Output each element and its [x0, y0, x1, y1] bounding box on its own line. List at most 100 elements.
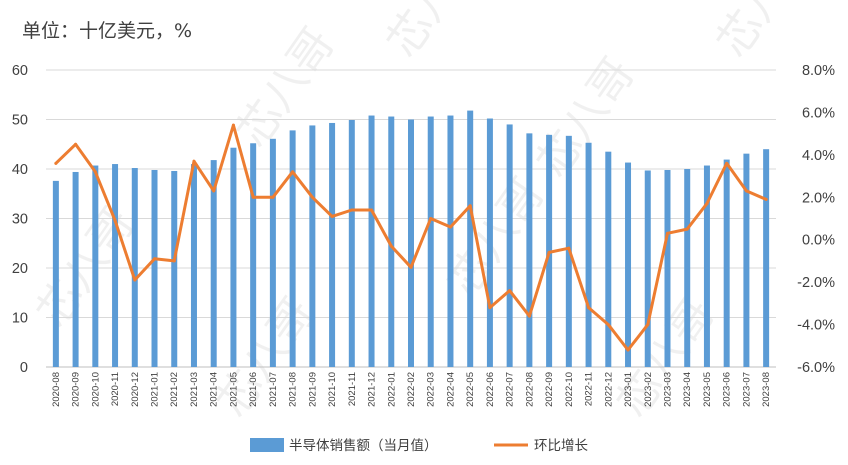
growth-point	[153, 257, 157, 261]
bar	[112, 164, 119, 367]
x-tick-label: 2021-01	[150, 372, 161, 407]
bar	[486, 118, 493, 367]
bar	[743, 153, 750, 367]
bar	[388, 116, 395, 367]
x-tick-label: 2021-11	[347, 372, 358, 406]
x-tick-label: 2022-12	[603, 372, 614, 407]
growth-point	[626, 348, 630, 352]
line-series	[54, 123, 768, 352]
x-tick-label: 2021-06	[248, 372, 259, 407]
bar-series	[52, 110, 770, 368]
x-axis: 2020-08 2020-09 2020-10 2020-11 2020-12 2021-…	[51, 372, 772, 407]
right-tick-label: -2.0%	[797, 275, 835, 291]
right-tick-label: -6.0%	[797, 360, 835, 376]
bar	[703, 165, 710, 367]
growth-point	[468, 204, 472, 208]
x-tick-label: 2021-05	[228, 372, 239, 407]
unit-title: 单位：十亿美元，%	[22, 20, 192, 42]
growth-point	[764, 197, 768, 201]
x-tick-label: 2022-03	[426, 372, 437, 407]
bar	[625, 162, 632, 367]
bar	[131, 168, 138, 367]
legend-label-line: 环比增长	[534, 438, 588, 454]
watermark-text: 芯八哥	[707, 0, 824, 66]
growth-point	[330, 214, 334, 218]
right-tick-label: 4.0%	[802, 148, 835, 164]
growth-point	[231, 123, 235, 127]
growth-point	[705, 202, 709, 206]
x-tick-label: 2020-11	[110, 372, 121, 406]
growth-point	[310, 195, 314, 199]
x-tick-label: 2021-08	[288, 372, 299, 407]
growth-point	[212, 189, 216, 193]
bar	[329, 122, 336, 367]
x-tick-label: 2022-06	[485, 372, 496, 407]
x-tick-label: 2023-01	[623, 372, 634, 407]
growth-point	[291, 170, 295, 174]
growth-point	[665, 231, 669, 235]
x-tick-label: 2022-10	[564, 372, 575, 407]
growth-point	[93, 170, 97, 174]
x-tick-label: 2023-08	[761, 372, 772, 407]
growth-point	[271, 195, 275, 199]
bar	[250, 143, 257, 367]
x-tick-label: 2020-08	[51, 372, 62, 407]
bar	[171, 170, 178, 367]
right-tick-label: 2.0%	[802, 190, 835, 206]
bar	[447, 115, 454, 367]
x-tick-label: 2022-08	[524, 372, 535, 407]
left-tick-label: 60	[12, 63, 28, 79]
watermark-text: 芯八哥	[437, 169, 554, 306]
x-tick-label: 2022-05	[465, 372, 476, 407]
legend-label-bar: 半导体销售额（当月值）	[289, 438, 438, 454]
growth-point	[606, 323, 610, 327]
growth-point	[192, 159, 196, 163]
x-tick-label: 2023-05	[702, 372, 713, 407]
bar	[408, 119, 414, 367]
x-tick-label: 2021-07	[268, 372, 279, 407]
left-axis: 0 10 20 30 40 50 60	[12, 63, 28, 376]
growth-point	[251, 195, 255, 199]
bar	[309, 125, 316, 367]
growth-point	[527, 314, 531, 318]
growth-point	[567, 246, 571, 250]
left-tick-label: 40	[12, 162, 28, 178]
x-tick-label: 2020-10	[90, 372, 101, 407]
bar	[92, 165, 99, 367]
growth-point	[172, 259, 176, 263]
x-tick-label: 2022-04	[445, 372, 456, 407]
left-tick-label: 20	[12, 261, 28, 277]
growth-point	[389, 244, 393, 248]
growth-point	[508, 289, 512, 293]
growth-point	[133, 278, 137, 282]
growth-point	[448, 225, 452, 229]
bar	[684, 169, 691, 367]
growth-point	[685, 227, 689, 231]
right-tick-label: 0.0%	[802, 233, 835, 249]
growth-point	[646, 323, 650, 327]
x-tick-label: 2022-09	[544, 372, 555, 407]
x-tick-label: 2020-12	[130, 372, 141, 407]
growth-point	[429, 217, 433, 220]
legend-swatch-bar	[250, 438, 284, 452]
bar	[585, 142, 592, 367]
bar	[763, 149, 770, 367]
bar	[210, 160, 217, 367]
x-tick-label: 2021-03	[189, 372, 200, 407]
x-tick-label: 2020-09	[71, 372, 82, 407]
bar	[605, 151, 612, 367]
left-tick-label: 10	[12, 311, 28, 327]
growth-point	[409, 265, 413, 269]
growth-point	[370, 208, 374, 212]
right-tick-label: -4.0%	[797, 318, 835, 334]
x-tick-label: 2021-10	[327, 372, 338, 407]
bar	[72, 171, 79, 367]
growth-point	[350, 208, 354, 212]
growth-point	[744, 189, 748, 193]
bar	[526, 133, 533, 367]
bar	[644, 170, 651, 367]
x-tick-label: 2023-07	[741, 372, 752, 407]
bar	[467, 110, 474, 367]
